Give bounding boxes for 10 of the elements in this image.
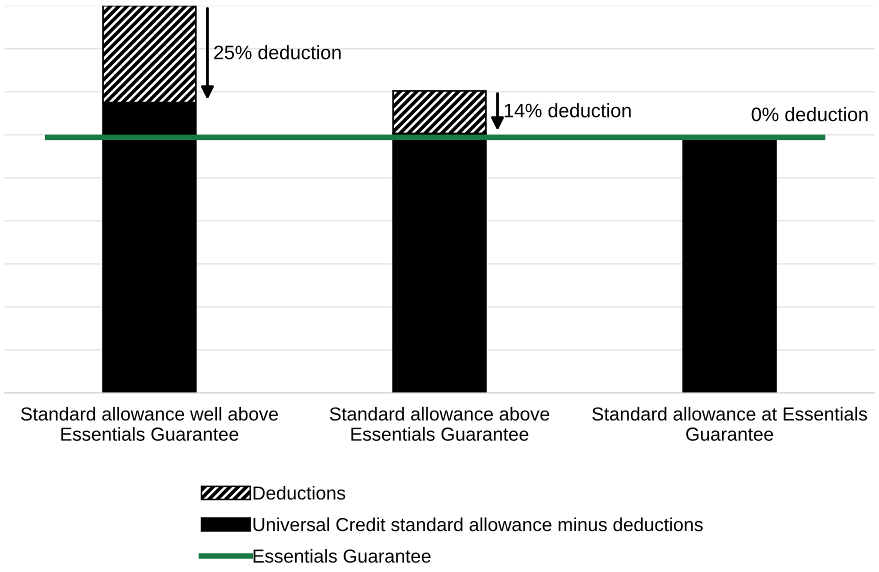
legend-label: Universal Credit standard allowance minus deductions xyxy=(254,517,703,532)
x-tick-label: Standard allowance at Essentials Guarantee xyxy=(592,406,868,441)
annotation: 14% deduction xyxy=(504,103,631,118)
x-tick-label: Standard allowance well above Essentials Guarantee xyxy=(21,406,278,441)
x-tick-label: Standard allowance above Essentials Guarantee xyxy=(330,406,550,441)
legend-label: Essentials Guarantee xyxy=(254,548,431,563)
bar xyxy=(392,90,487,134)
annotation: 0% deduction xyxy=(752,107,868,122)
legend-label: Deductions xyxy=(254,486,346,500)
annotation: 25% deduction xyxy=(214,45,341,60)
